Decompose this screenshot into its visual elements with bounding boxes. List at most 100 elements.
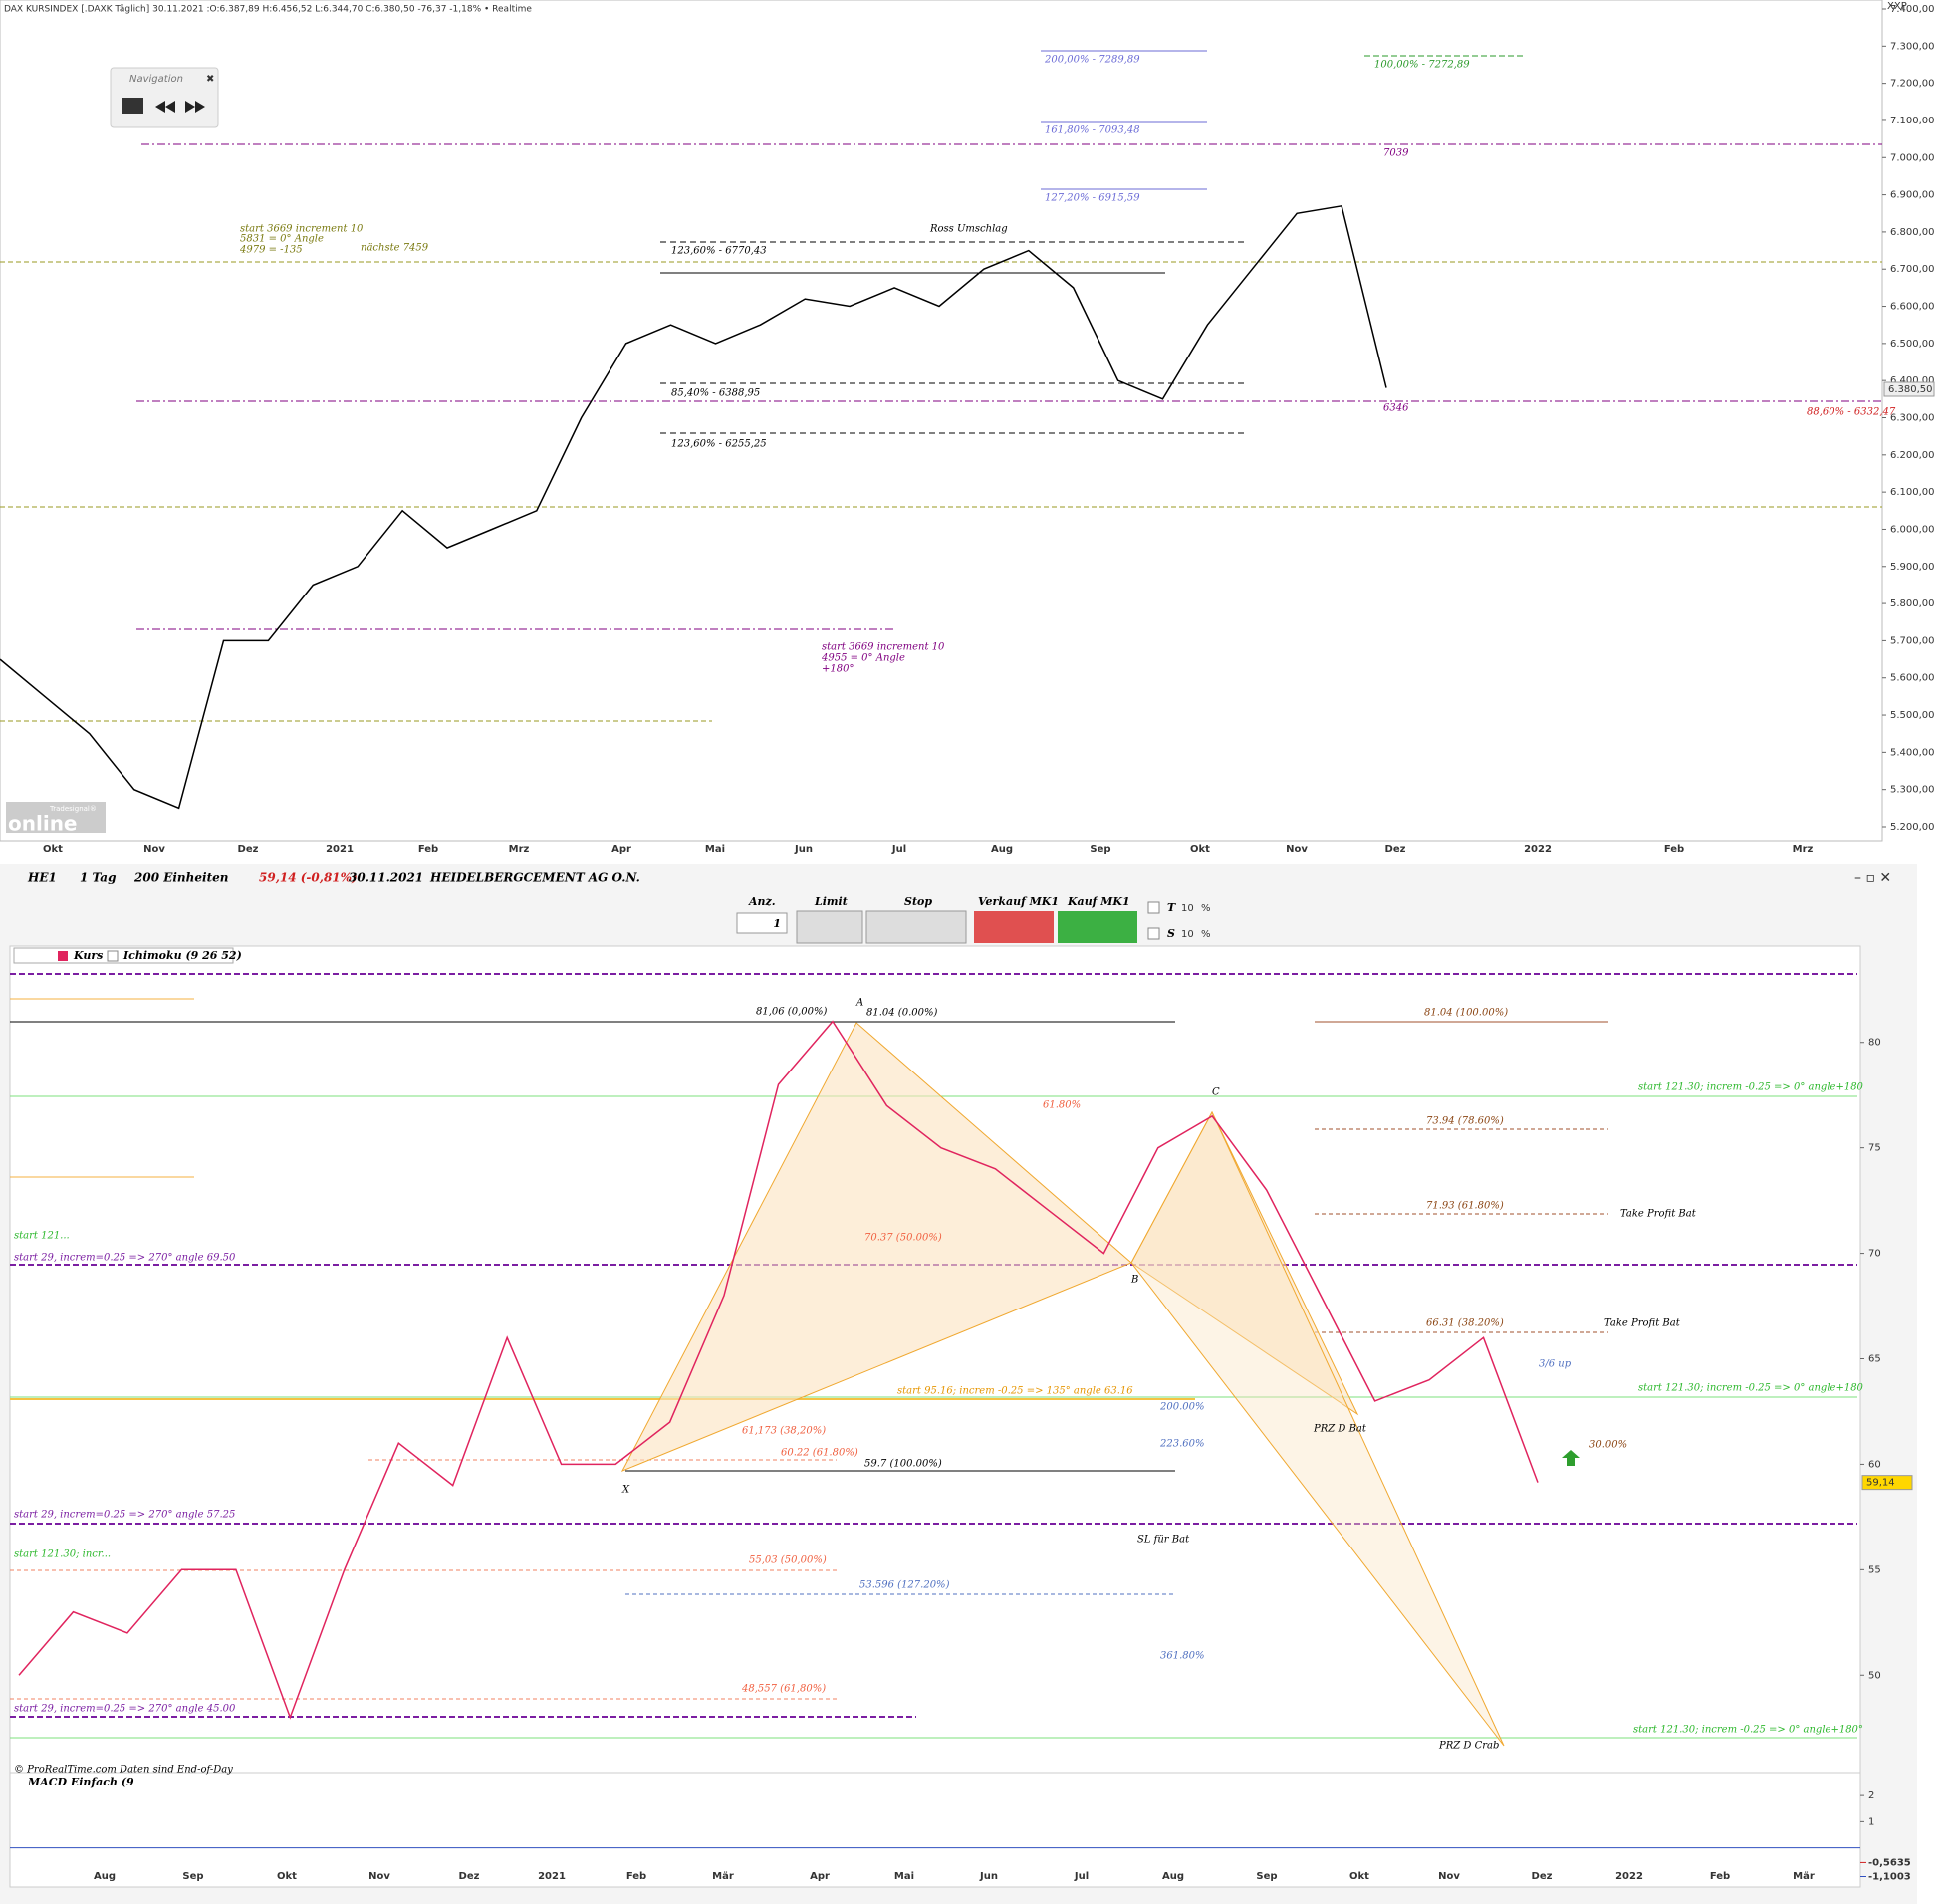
navigation-widget[interactable]: Navigation ✖ [110,67,219,128]
annotation: 61.80% [1043,1100,1081,1111]
x-tick-label: Jul [1074,1871,1089,1882]
s-label: S [1167,927,1175,940]
annotation: A [855,998,863,1009]
s-checkbox[interactable] [1147,927,1160,940]
y-tick-label: 7.400,00 [1890,4,1935,15]
x-tick-label: Mai [894,1871,914,1882]
y-tick-label: 7.200,00 [1890,79,1935,90]
top-chart-area [0,0,1883,842]
x-tick-label: Feb [418,844,438,855]
x-tick-label: Aug [1162,1871,1184,1882]
x-tick-label: Mai [705,844,725,855]
x-tick-label: Nov [368,1871,390,1882]
annotation: 59.7 (100.00%) [864,1459,942,1470]
stop-label: Stop [904,895,932,908]
t-checkbox[interactable] [1147,901,1160,914]
y-tick-label: 5.700,00 [1890,635,1935,646]
annotation: 361.80% [1160,1651,1205,1662]
quote: 59,14 (-0,81%) [259,871,358,885]
qty[interactable]: 1 [773,917,781,930]
s-pct: % [1201,929,1211,940]
macd-marker-label: -1,1003 [1868,1872,1911,1883]
x-tick-label: Mrz [509,844,530,855]
price-tag-label: 59,14 [1866,1478,1895,1489]
annotation: start 121.30; increm -0.25 => 0° angle+1… [1638,1383,1864,1394]
annotation: start 121... [14,1231,70,1242]
top-levels [0,50,1882,722]
annotation: Take Profit Bat [1620,1209,1697,1220]
period[interactable]: 1 Tag [80,871,116,885]
buy-button[interactable] [1058,911,1137,943]
anz-label: Anz. [748,895,776,908]
window-buttons[interactable]: – ▫ ✕ [1854,870,1891,886]
annotation: 81.04 (100.00%) [1424,1008,1508,1019]
y-tick-label: 5.200,00 [1890,822,1935,833]
limit-buttons[interactable] [796,910,863,944]
sell-button[interactable] [974,911,1054,943]
annotation: X [621,1485,630,1496]
annotation: 5831 = 0° Angle [240,234,324,245]
x-tick-label: 2022 [1615,1871,1643,1882]
y-tick-label: 75 [1868,1143,1881,1154]
y-tick-label: 6.200,00 [1890,450,1935,461]
x-tick-label: 2021 [326,844,354,855]
y-tick-label: 70 [1868,1249,1881,1260]
x-tick-label: Nov [143,844,165,855]
instrument-name: HEIDELBERGCEMENT AG O.N. [429,871,640,885]
y-tick-label: 5.400,00 [1890,747,1935,758]
y-tick-label: 6.900,00 [1890,190,1935,201]
s-value[interactable]: 10 [1181,929,1194,940]
annotation: 4979 = -135 [239,245,303,256]
x-tick-label: Sep [1090,844,1110,855]
date: 30.11.2021 [349,871,423,885]
y-tick-label: 5.800,00 [1890,598,1935,609]
logo-small: Tradesignal® [49,805,97,813]
x-tick-label: Nov [1438,1871,1460,1882]
symbol[interactable]: HE1 [27,871,57,885]
y-tick-label: 6.800,00 [1890,227,1935,238]
x-tick-label: Jul [891,844,906,855]
annotation: 88,60% - 6332,47 [1807,407,1896,418]
annotation: start 3669 increment 10 [240,224,364,235]
x-tick-label: Okt [277,1871,297,1882]
annotation: C [1212,1087,1220,1098]
annotation: nächste 7459 [361,243,429,254]
annotation: start 29, increm=0.25 => 270° angle 45.0… [14,1704,236,1715]
bottom-chart-area [9,945,1861,1774]
legend-ichimoku[interactable]: Ichimoku (9 26 52) [122,949,242,962]
x-tick-label: Mrz [1793,844,1814,855]
annotation: Take Profit Bat [1604,1318,1681,1329]
x-tick-label: Dez [1532,1871,1553,1882]
logo-big: online [8,812,78,835]
units[interactable]: 200 Einheiten [133,871,228,885]
stop-buttons[interactable] [865,910,967,944]
t-value[interactable]: 10 [1181,903,1194,914]
bottom-levels [10,973,1857,1747]
y-tick-label: 5.300,00 [1890,785,1935,796]
macd-marker-label: -0,5635 [1868,1857,1911,1868]
x-tick-label: Sep [182,1871,203,1882]
annotation: start 95.16; increm -0.25 => 135° angle … [897,1386,1133,1397]
x-tick-label: Feb [1664,844,1684,855]
x-tick-label: Nov [1286,844,1308,855]
limit-label: Limit [814,895,848,908]
y-tick-label: 50 [1868,1670,1881,1681]
y-tick-label: 6.700,00 [1890,264,1935,275]
annotation: 60.22 (61.80%) [781,1448,858,1459]
nav-close[interactable]: ✖ [206,74,214,85]
annotation: 127,20% - 6915,59 [1045,193,1140,204]
annotation: PRZ D Bat [1313,1424,1367,1435]
annotation: start 121.30; increm -0.25 => 0° angle+1… [1638,1082,1864,1093]
annotation: B [1130,1275,1138,1286]
legend-kurs[interactable]: Kurs [73,949,103,962]
sell-label: Verkauf MK1 [978,895,1059,908]
x-tick-label: Dez [459,1871,480,1882]
logo: Tradesignal® online [6,802,106,835]
x-tick-label: Aug [94,1871,116,1882]
annotation: Ross Umschlag [929,224,1008,235]
top-header: DAX KURSINDEX [.DAXK Täglich] 30.11.2021… [4,5,532,15]
annotation: 85,40% - 6388,95 [671,388,760,399]
annotation: 66.31 (38.20%) [1426,1318,1504,1329]
y-tick-label: 65 [1868,1354,1881,1365]
